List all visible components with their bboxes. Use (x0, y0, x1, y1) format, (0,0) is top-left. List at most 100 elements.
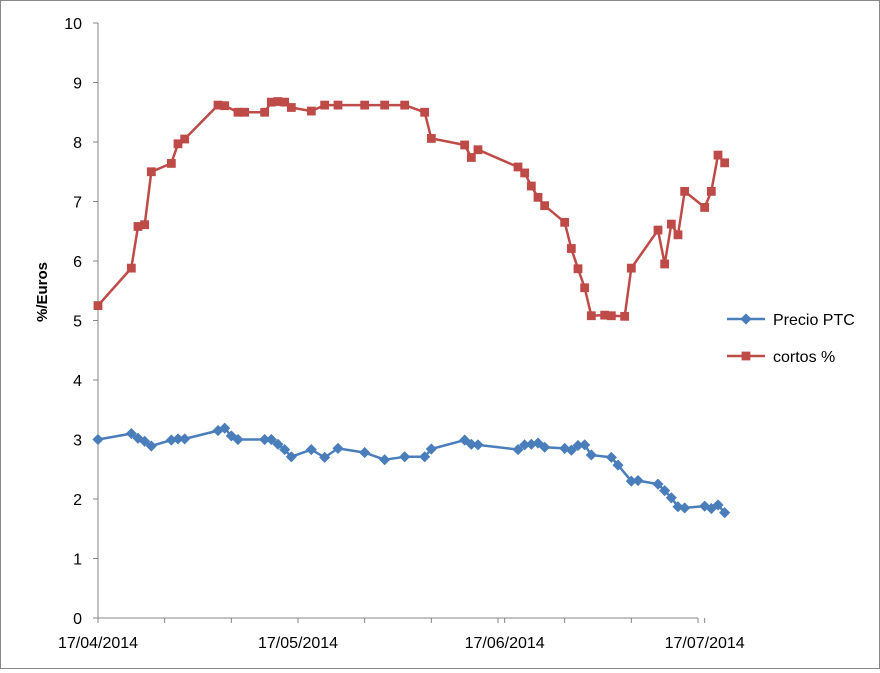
data-point (612, 459, 624, 471)
data-point (659, 485, 671, 497)
y-tick-label: 6 (73, 254, 82, 271)
data-point (125, 427, 137, 440)
data-point (420, 107, 430, 117)
data-point (573, 264, 583, 274)
data-point (139, 435, 151, 447)
y-tick-label: 1 (73, 552, 82, 569)
tick-labels: 0 1 2 3 4 5 6 7 8 9 10 17/04/2014 17/05/2014 17/06/20… (58, 16, 745, 652)
data-point (460, 140, 470, 150)
data-point (400, 100, 410, 110)
data-point (532, 437, 544, 449)
data-point (473, 145, 483, 155)
y-tick-label: 2 (73, 492, 82, 509)
legend-item: cortos % (727, 349, 835, 366)
data-point (426, 134, 436, 143)
data-point (560, 217, 570, 227)
x-tick-label: 17/06/2014 (465, 635, 545, 652)
data-point (513, 162, 523, 172)
data-point (700, 203, 710, 212)
data-point (93, 301, 103, 311)
data-point (320, 100, 330, 110)
series-precio-ptc (92, 422, 731, 519)
y-tick-label: 0 (73, 611, 82, 628)
data-point (265, 433, 277, 446)
data-point (526, 181, 536, 191)
data-point (319, 451, 331, 463)
data-point (360, 100, 370, 110)
x-tick-label: 17/07/2014 (665, 635, 745, 652)
series-cortos (93, 97, 730, 321)
data-point (173, 139, 183, 149)
y-axis-title: %/Euros (34, 262, 51, 322)
data-point (279, 444, 291, 456)
series-line (97, 426, 726, 514)
data-point (533, 192, 543, 202)
data-point (585, 449, 597, 461)
data-point (579, 439, 591, 451)
data-point (305, 444, 317, 456)
data-point (713, 150, 723, 160)
data-point (145, 440, 157, 452)
y-tick-label: 3 (73, 433, 82, 450)
data-point (665, 492, 677, 504)
data-point (285, 451, 297, 463)
data-point (605, 451, 617, 463)
data-point (419, 451, 431, 463)
data-point (680, 186, 690, 196)
y-tick-label: 8 (73, 135, 82, 152)
legend-label: cortos % (773, 349, 835, 366)
data-point (260, 107, 270, 117)
data-point (146, 167, 156, 177)
data-point (359, 447, 371, 459)
series-layer (92, 97, 731, 519)
y-tick-label: 9 (73, 76, 82, 93)
data-point (399, 451, 411, 463)
data-point (679, 502, 691, 514)
data-point (540, 201, 550, 211)
data-point (673, 230, 683, 240)
data-point (632, 474, 644, 487)
data-point (286, 103, 296, 112)
data-point (652, 478, 664, 490)
data-point (512, 444, 524, 456)
data-point (539, 441, 551, 453)
legend-item: Precio PTC (727, 312, 855, 329)
data-point (332, 442, 344, 454)
data-point (660, 259, 670, 269)
y-tick-label: 10 (64, 16, 82, 33)
data-point (580, 283, 590, 293)
data-point (720, 158, 730, 168)
data-point (380, 100, 390, 110)
data-point (620, 311, 630, 321)
data-point (520, 168, 530, 178)
data-point (465, 438, 477, 450)
data-point (606, 311, 616, 321)
data-point (425, 443, 437, 455)
data-point (180, 134, 190, 144)
data-point (140, 220, 150, 230)
data-point (466, 153, 476, 162)
data-point (232, 433, 244, 446)
x-tick-label: 17/04/2014 (58, 635, 138, 652)
legend-marker (740, 313, 752, 325)
y-tick-label: 4 (73, 373, 82, 390)
y-tick-label: 5 (73, 314, 82, 331)
data-point (586, 311, 596, 321)
data-point (272, 438, 284, 450)
data-point (92, 433, 104, 446)
data-point (166, 159, 176, 168)
data-point (379, 454, 391, 466)
data-point (472, 439, 484, 451)
data-point (566, 244, 576, 253)
data-point (306, 106, 316, 116)
data-point (719, 507, 731, 519)
data-point (666, 219, 676, 229)
data-point (219, 422, 231, 434)
data-point (126, 263, 136, 273)
data-point (459, 434, 471, 446)
data-point (626, 263, 636, 273)
data-point (712, 499, 724, 511)
data-point (333, 100, 343, 110)
